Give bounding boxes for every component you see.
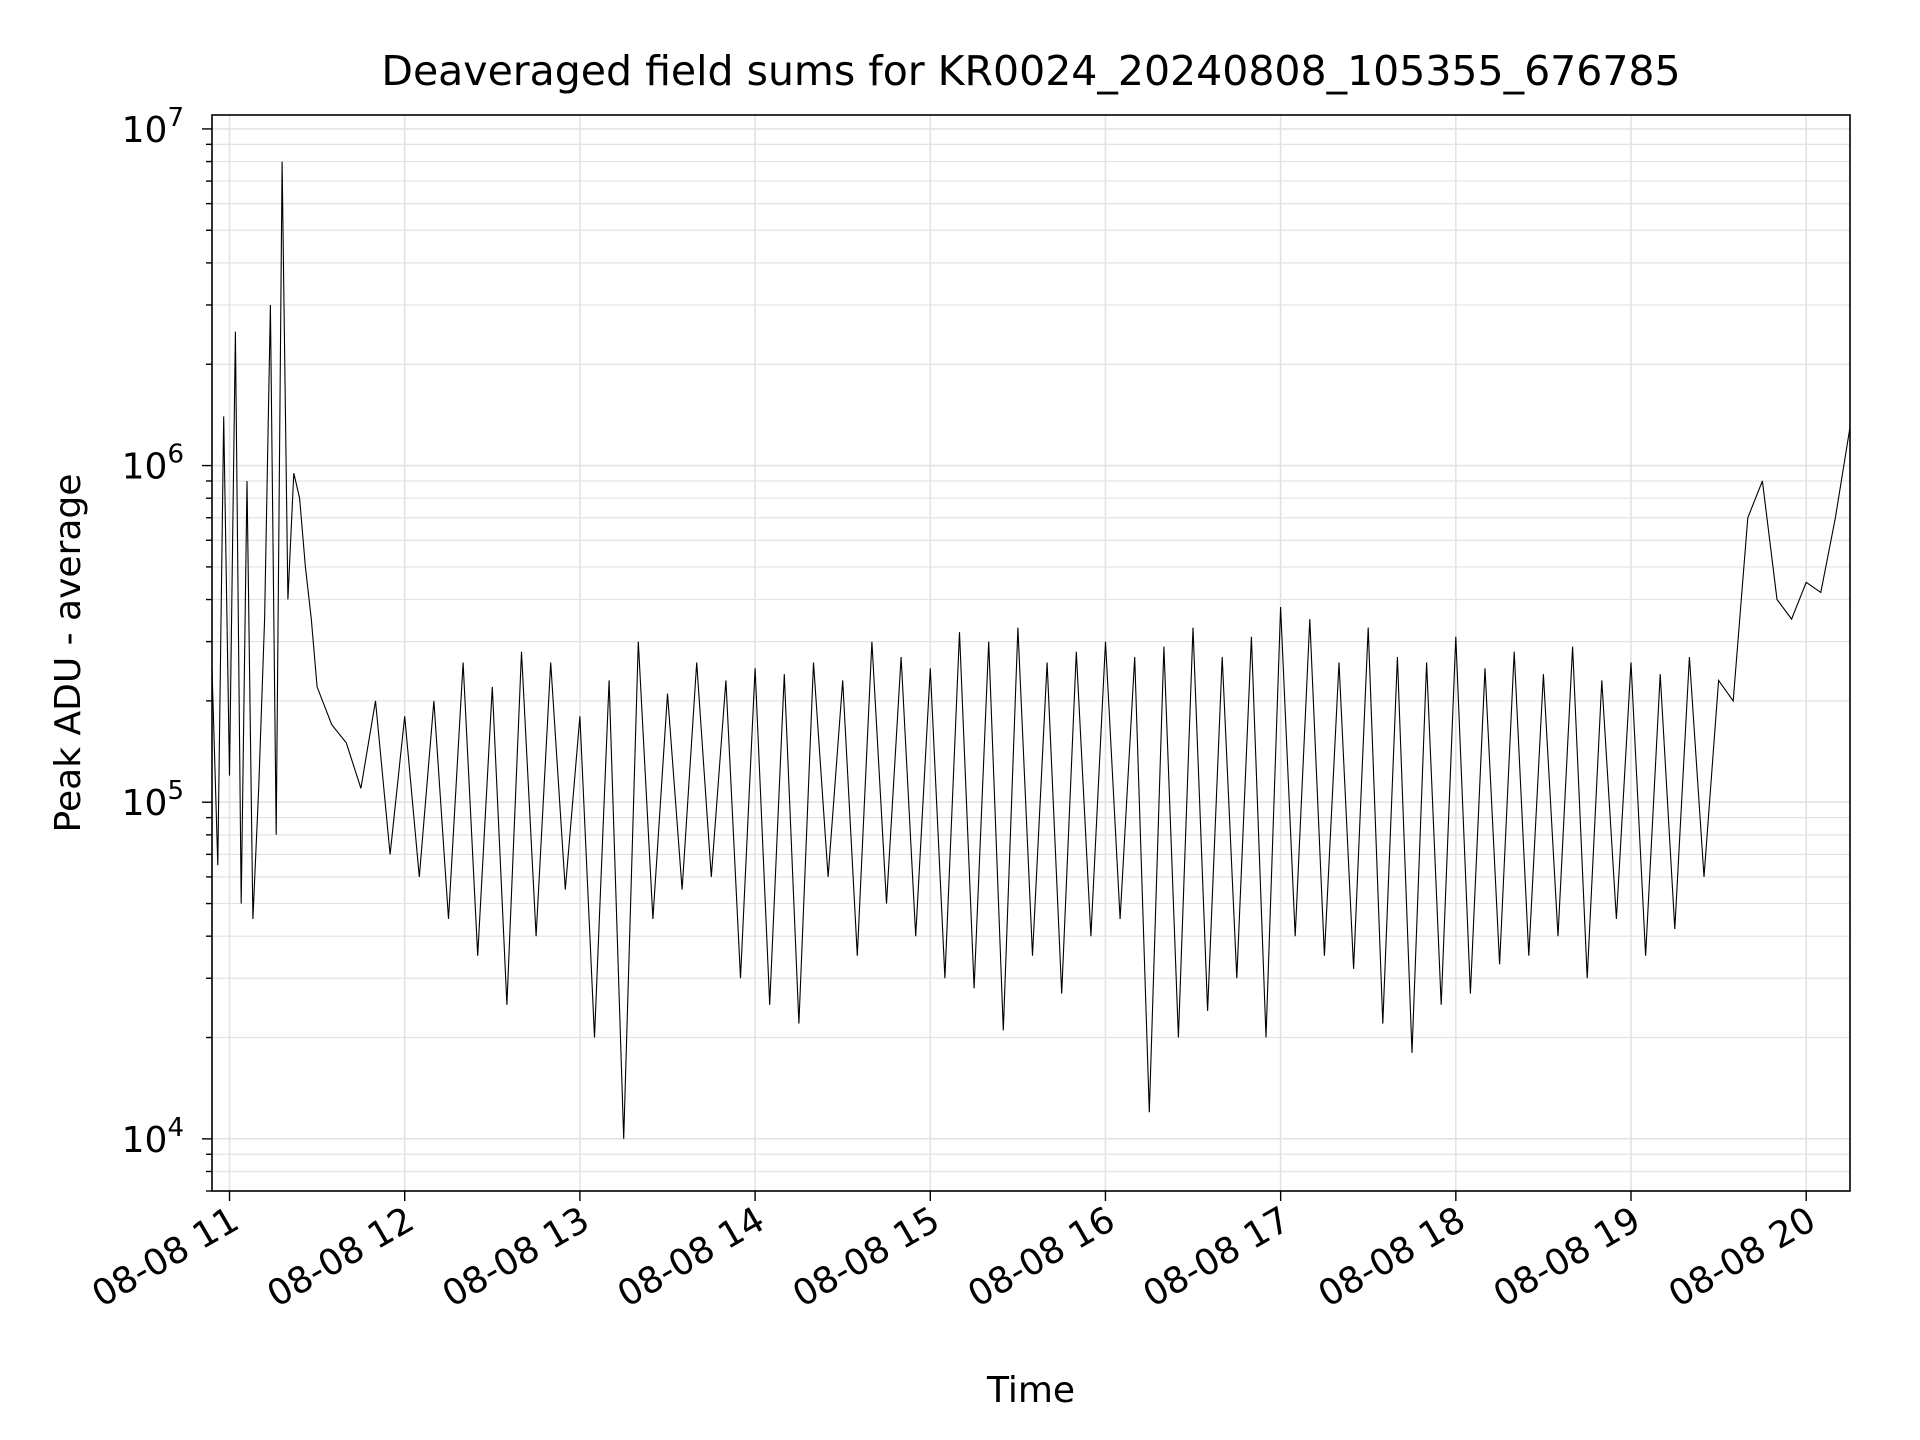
series-line	[211, 161, 1851, 1139]
y-axis-label: Peak ADU - average	[48, 474, 89, 833]
x-axis-label: Time	[986, 1370, 1075, 1411]
chart-title: Deaveraged field sums for KR0024_2024080…	[381, 47, 1680, 95]
plot-area-frame	[211, 114, 1851, 1192]
y-axis-ticks: 104 105 106 107	[122, 103, 212, 1192]
y-tick-label: 105	[122, 776, 184, 824]
grid-lines	[212, 115, 1850, 1192]
y-tick-label: 106	[122, 440, 184, 488]
y-tick-label: 104	[122, 1113, 184, 1161]
y-tick-label: 107	[122, 103, 184, 151]
